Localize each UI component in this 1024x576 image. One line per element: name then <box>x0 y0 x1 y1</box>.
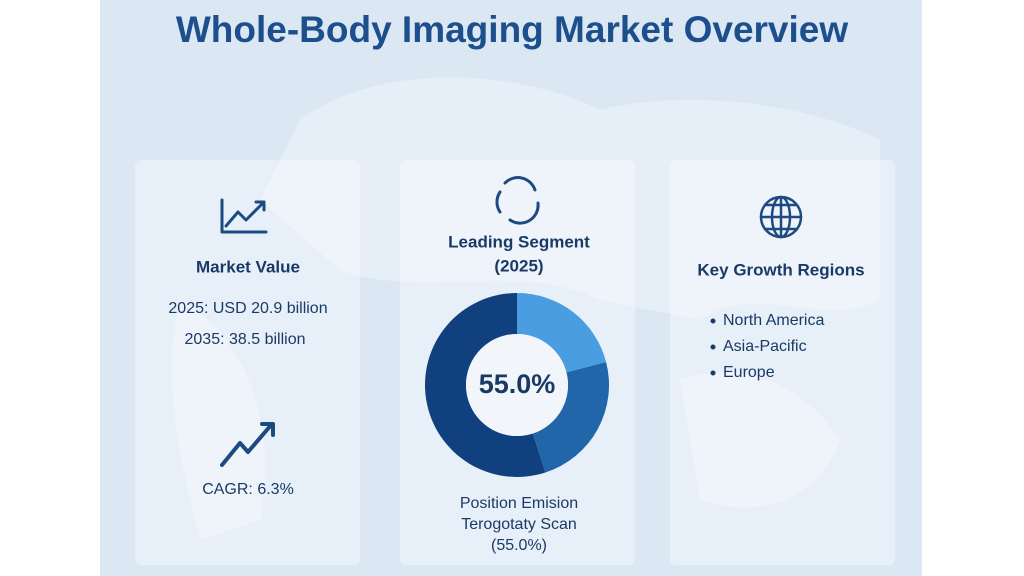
map-shape <box>171 300 266 540</box>
cagr: CAGR: 6.3% <box>202 481 294 498</box>
bullet <box>710 318 716 324</box>
center-label: 55.0% <box>479 369 556 399</box>
chart-icon <box>220 198 268 234</box>
map-shape <box>260 77 880 320</box>
title: Whole-Body Imaging Market Overview <box>176 9 849 50</box>
heading: Key Growth Regions <box>697 260 864 279</box>
panel <box>135 160 360 565</box>
heading: Leading Segment <box>448 232 590 251</box>
donut-hole <box>466 334 568 436</box>
map-shape <box>680 372 840 508</box>
heading: (2025) <box>494 256 543 275</box>
value-line: 2025: USD 20.9 billion <box>168 300 327 317</box>
caption: (55.0%) <box>491 537 547 554</box>
caption: Terogotaty Scan <box>461 516 577 533</box>
growth-icon <box>220 422 275 467</box>
region: Europe <box>723 364 775 381</box>
region-list: North America Asia-Pacific Europe <box>710 312 824 381</box>
region: Asia-Pacific <box>723 338 807 355</box>
donut-segment <box>424 293 546 477</box>
globe-icon <box>759 195 803 239</box>
bullet <box>710 370 716 376</box>
bullet <box>710 344 716 350</box>
region: North America <box>723 312 824 329</box>
donut-segment <box>517 293 607 373</box>
caption: Position Emision <box>460 495 578 512</box>
donut <box>424 293 610 477</box>
value-line: 2035: 38.5 billion <box>185 331 306 348</box>
donut-segment <box>532 362 610 473</box>
cycle-icon <box>495 176 540 225</box>
heading: Market Value <box>196 257 300 276</box>
panel <box>670 160 895 565</box>
